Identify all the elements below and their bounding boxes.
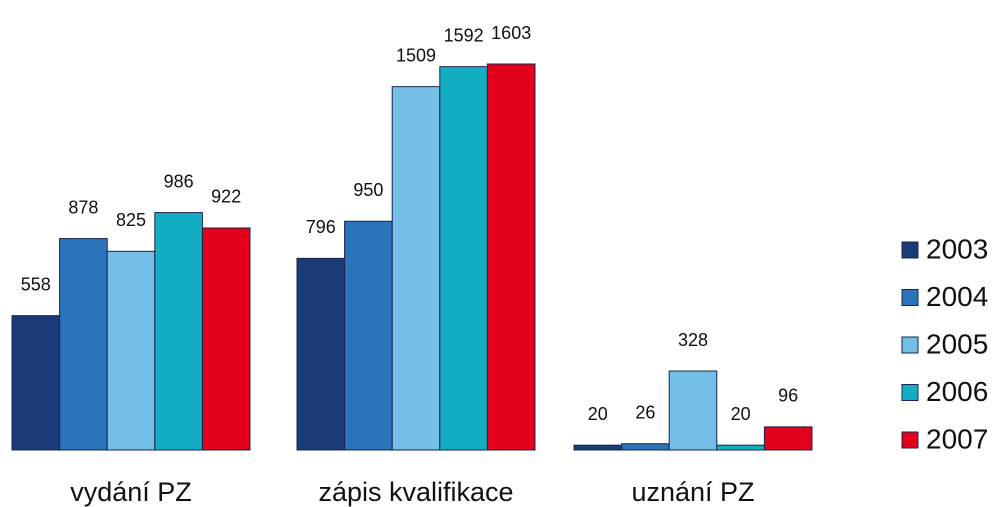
value-label: 796 [306, 217, 336, 237]
bar [763, 426, 813, 451]
value-label: 26 [635, 402, 655, 422]
value-label: 328 [678, 330, 708, 350]
legend-label: 2003 [926, 233, 988, 264]
bar [11, 315, 61, 451]
value-label: 1603 [491, 23, 531, 43]
bar [201, 227, 251, 451]
legend-label: 2005 [926, 328, 988, 359]
bar [573, 444, 623, 451]
category-label: zápis kvalifikace [318, 477, 513, 507]
legend-label: 2006 [926, 376, 988, 407]
bar [59, 238, 108, 451]
bar [296, 257, 346, 451]
category-label: uznání PZ [631, 477, 754, 507]
bar [106, 250, 156, 451]
category-label: vydání PZ [70, 477, 192, 507]
value-label: 922 [211, 187, 241, 207]
bar [486, 63, 536, 451]
value-label: 20 [731, 404, 751, 424]
bar [621, 443, 670, 451]
bar [668, 370, 718, 451]
value-label: 558 [21, 274, 51, 294]
legend-swatch [901, 384, 919, 401]
legend-label: 2004 [926, 281, 988, 312]
value-label: 950 [353, 180, 383, 200]
value-label: 878 [68, 197, 98, 217]
bar [439, 66, 488, 451]
legend-label: 2007 [926, 423, 988, 454]
value-label: 986 [164, 171, 194, 191]
value-label: 1592 [444, 25, 484, 45]
value-label: 825 [116, 210, 146, 230]
legend-swatch [901, 336, 919, 354]
legend-swatch [901, 241, 919, 259]
bar [344, 220, 393, 451]
bar [716, 444, 765, 451]
legend-swatch [901, 431, 919, 449]
bar [391, 86, 441, 451]
value-label: 96 [778, 386, 798, 406]
value-label: 20 [588, 404, 608, 424]
bar [154, 212, 203, 451]
value-label: 1509 [396, 45, 436, 65]
legend-swatch [901, 289, 919, 306]
